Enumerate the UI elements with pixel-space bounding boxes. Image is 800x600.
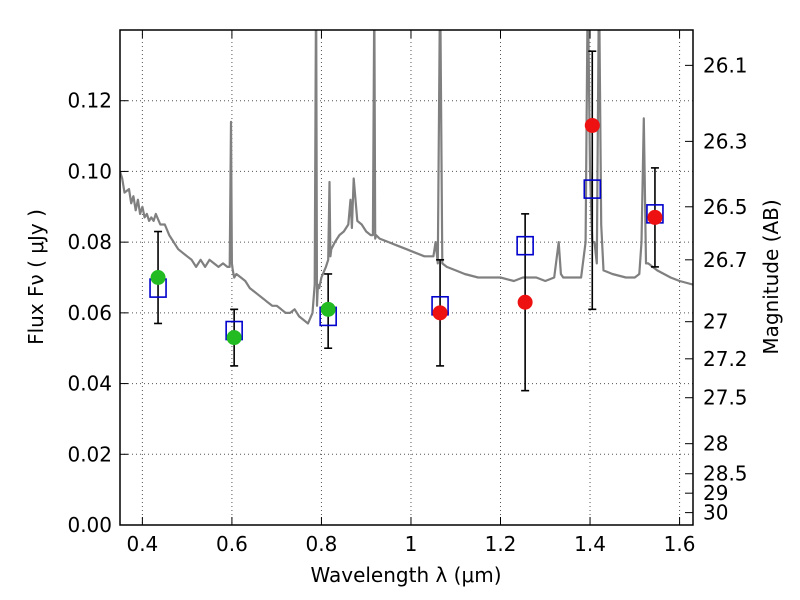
x-tick-label: 1.6: [664, 532, 696, 556]
y2-tick-label: 30: [703, 501, 728, 525]
y-tick-label: 0.08: [67, 230, 112, 254]
y2-tick-label: 27.2: [703, 347, 748, 371]
y2-tick-label: 26.5: [703, 195, 748, 219]
x-tick-label: 1.2: [485, 532, 517, 556]
green-data-point: [320, 301, 336, 317]
red-data-point: [647, 209, 663, 225]
x-tick-label: 0.4: [126, 532, 158, 556]
tick-marks: [120, 30, 693, 526]
plot-frame: [119, 29, 694, 526]
y-tick-label: 0.04: [67, 372, 112, 396]
y-tick-label: 0.00: [67, 513, 112, 537]
y-tick-label: 0.06: [67, 301, 112, 325]
model-photometry-square: [516, 235, 534, 256]
y2-tick-label: 26.7: [703, 248, 748, 272]
green-data-point: [226, 330, 242, 346]
model-photometry-square: [583, 179, 602, 199]
y-tick-label: 0.10: [67, 159, 112, 183]
y2-tick-label: 26.1: [703, 53, 748, 77]
y2-tick-label: 28: [703, 432, 728, 456]
y2-tick-label: 26.3: [703, 129, 748, 153]
x-tick-label: 0.6: [216, 532, 248, 556]
grid: [120, 30, 693, 526]
x-axis-label: Wavelength λ (μm): [310, 563, 501, 587]
y-axis-label: Flux Fν ( μJy ): [24, 209, 48, 345]
y2-tick-label: 27.5: [703, 386, 748, 410]
y-tick-label: 0.12: [67, 89, 112, 113]
x-tick-label: 0.8: [306, 532, 338, 556]
secondary-y-axis-label: Magnitude (AB): [759, 199, 783, 354]
x-tick-label: 1: [405, 532, 418, 556]
tick-labels: 0.4 0.6 0.8 1 1.2 1.4 1.6 0.00 0.02 0.04 0.06 0.08 0…: [67, 53, 747, 556]
x-tick-label: 1.4: [574, 532, 606, 556]
model-spectrum-layer: [120, 30, 693, 325]
y2-tick-label: 28.5: [703, 462, 748, 486]
green-data-point: [150, 270, 166, 285]
marker-layer: [149, 117, 664, 346]
y2-tick-label: 27: [703, 310, 728, 334]
red-data-point: [432, 305, 448, 321]
red-data-point: [517, 294, 533, 310]
model-spectrum-line: [120, 30, 693, 325]
red-data-point: [584, 117, 600, 133]
y2-tick-label: 29: [703, 481, 728, 505]
y-tick-label: 0.02: [67, 442, 112, 466]
